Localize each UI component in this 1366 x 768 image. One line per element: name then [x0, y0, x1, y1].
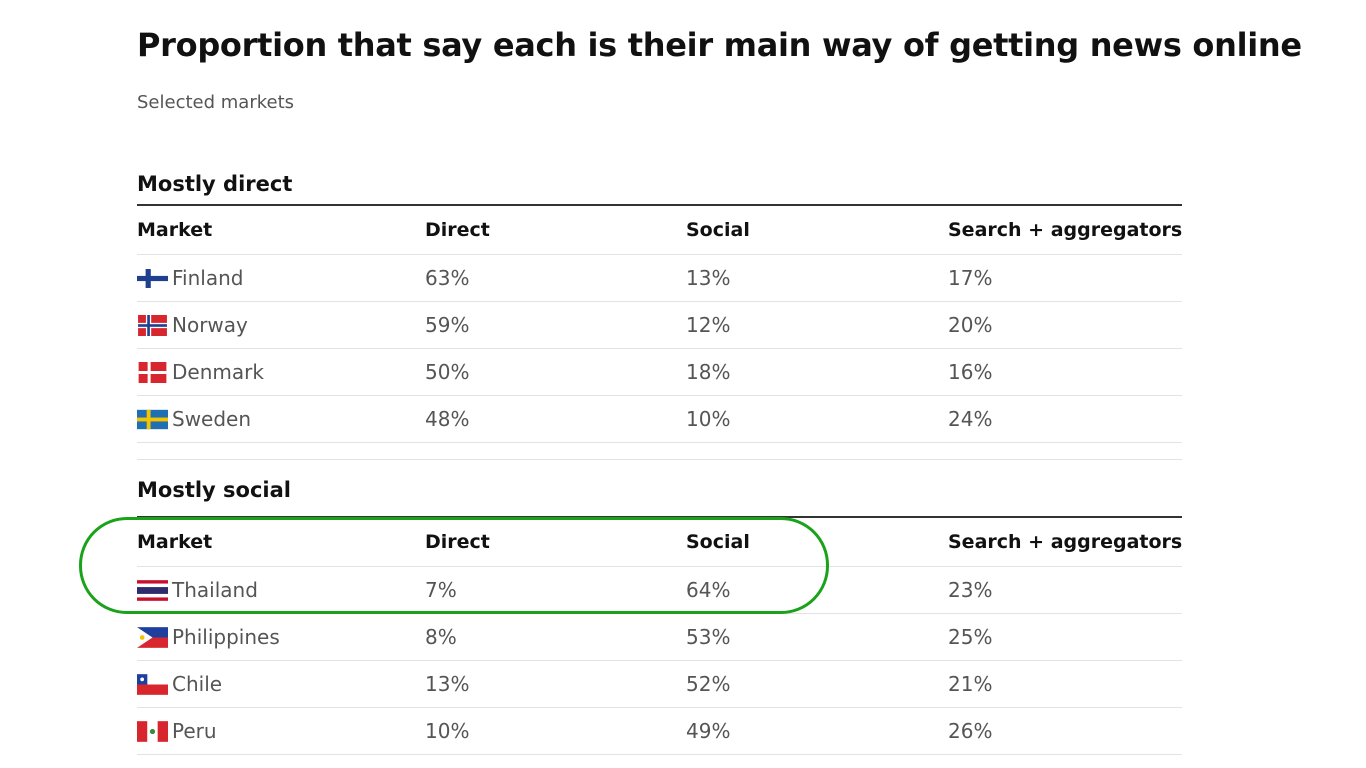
table-row: Denmark 50% 18% 16% [137, 349, 1182, 396]
social-value: 53% [686, 625, 731, 649]
market-name: Finland [172, 266, 244, 290]
group-title: Mostly social [137, 478, 292, 502]
market-name: Thailand [172, 578, 258, 602]
direct-value: 48% [425, 407, 470, 431]
social-value: 52% [686, 672, 731, 696]
direct-value: 10% [425, 719, 470, 743]
market-cell: Finland [137, 255, 243, 301]
norway-flag-icon [138, 314, 167, 336]
market-cell: Denmark [137, 349, 264, 395]
market-name: Sweden [172, 407, 252, 431]
search-value: 17% [948, 266, 993, 290]
social-value: 64% [686, 578, 731, 602]
table-header-row: Market Direct Social Search + aggregator… [137, 518, 1182, 567]
chart-title: Proportion that say each is their main w… [137, 26, 1302, 64]
market-cell: Sweden [137, 396, 251, 442]
social-value: 49% [686, 719, 731, 743]
chart-subtitle: Selected markets [137, 92, 295, 113]
denmark-flag-icon [138, 361, 167, 383]
market-cell: Thailand [137, 567, 258, 613]
direct-value: 59% [425, 313, 470, 337]
column-header-search: Search + aggregators [948, 219, 1183, 241]
group-mostly-social: Mostly social Market Direct Social Searc… [137, 474, 1182, 755]
column-header-market: Market [137, 531, 213, 553]
market-cell: Chile [137, 661, 222, 707]
search-value: 16% [948, 360, 993, 384]
column-header-direct: Direct [425, 531, 490, 553]
column-header-market: Market [137, 219, 213, 241]
table-row: Norway 59% 12% 20% [137, 302, 1182, 349]
column-header-social: Social [686, 531, 750, 553]
direct-value: 7% [425, 578, 457, 602]
market-cell: Norway [137, 302, 248, 348]
direct-value: 50% [425, 360, 470, 384]
search-value: 26% [948, 719, 993, 743]
market-name: Peru [172, 719, 217, 743]
direct-value: 63% [425, 266, 470, 290]
table-row: Chile 13% 52% 21% [137, 661, 1182, 708]
table-header-row: Market Direct Social Search + aggregator… [137, 206, 1182, 255]
group-mostly-direct: Mostly direct Market Direct Social Searc… [137, 168, 1182, 460]
group-divider [137, 204, 1182, 206]
social-value: 12% [686, 313, 731, 337]
table-row: Finland 63% 13% 17% [137, 255, 1182, 302]
market-cell: Peru [137, 708, 217, 754]
finland-flag-icon [137, 268, 168, 288]
group-spacer [137, 443, 1182, 460]
search-value: 24% [948, 407, 993, 431]
column-header-search: Search + aggregators [948, 531, 1183, 553]
market-name: Denmark [172, 360, 264, 384]
search-value: 21% [948, 672, 993, 696]
direct-value: 13% [425, 672, 470, 696]
peru-flag-icon [137, 720, 168, 742]
market-cell: Philippines [137, 614, 280, 660]
market-name: Norway [172, 313, 248, 337]
group-title: Mostly direct [137, 172, 293, 196]
chile-flag-icon [137, 673, 168, 695]
search-value: 20% [948, 313, 993, 337]
direct-value: 8% [425, 625, 457, 649]
search-value: 25% [948, 625, 993, 649]
social-value: 13% [686, 266, 731, 290]
market-name: Philippines [172, 625, 280, 649]
column-header-social: Social [686, 219, 750, 241]
philippines-flag-icon [137, 626, 168, 648]
table-row: Sweden 48% 10% 24% [137, 396, 1182, 443]
sweden-flag-icon [137, 409, 168, 429]
thailand-flag-icon [137, 579, 168, 601]
market-name: Chile [172, 672, 223, 696]
social-value: 10% [686, 407, 731, 431]
social-value: 18% [686, 360, 731, 384]
search-value: 23% [948, 578, 993, 602]
column-header-direct: Direct [425, 219, 490, 241]
table-row: Peru 10% 49% 26% [137, 708, 1182, 755]
table-row: Philippines 8% 53% 25% [137, 614, 1182, 661]
highlight-annotation [79, 517, 829, 614]
